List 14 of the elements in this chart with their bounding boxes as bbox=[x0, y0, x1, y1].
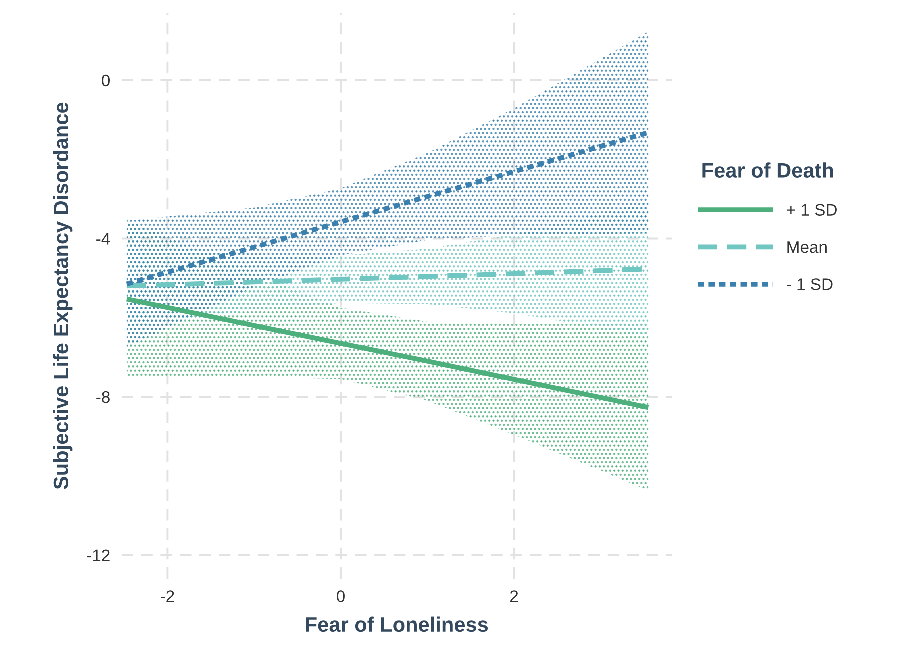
legend-label: Mean bbox=[788, 242, 827, 254]
legend-label: + 1 SD bbox=[787, 204, 837, 216]
legend-label: - 1 SD bbox=[787, 278, 833, 290]
x-tick-label: 0 bbox=[337, 590, 345, 602]
y-tick-label: -12 bbox=[87, 550, 110, 562]
x-tick-label: 2 bbox=[510, 590, 518, 602]
y-tick-label: -4 bbox=[96, 233, 110, 245]
legend-title: Fear of Death bbox=[702, 162, 834, 178]
x-tick-label: -2 bbox=[161, 590, 174, 602]
y-axis-title: Subjective Life Expectancy Disordance bbox=[53, 102, 73, 490]
y-tick-label: -8 bbox=[96, 391, 110, 404]
y-tick-label: 0 bbox=[102, 74, 110, 87]
x-axis-title: Fear of Loneliness bbox=[306, 616, 488, 632]
line-series bbox=[124, 296, 652, 410]
